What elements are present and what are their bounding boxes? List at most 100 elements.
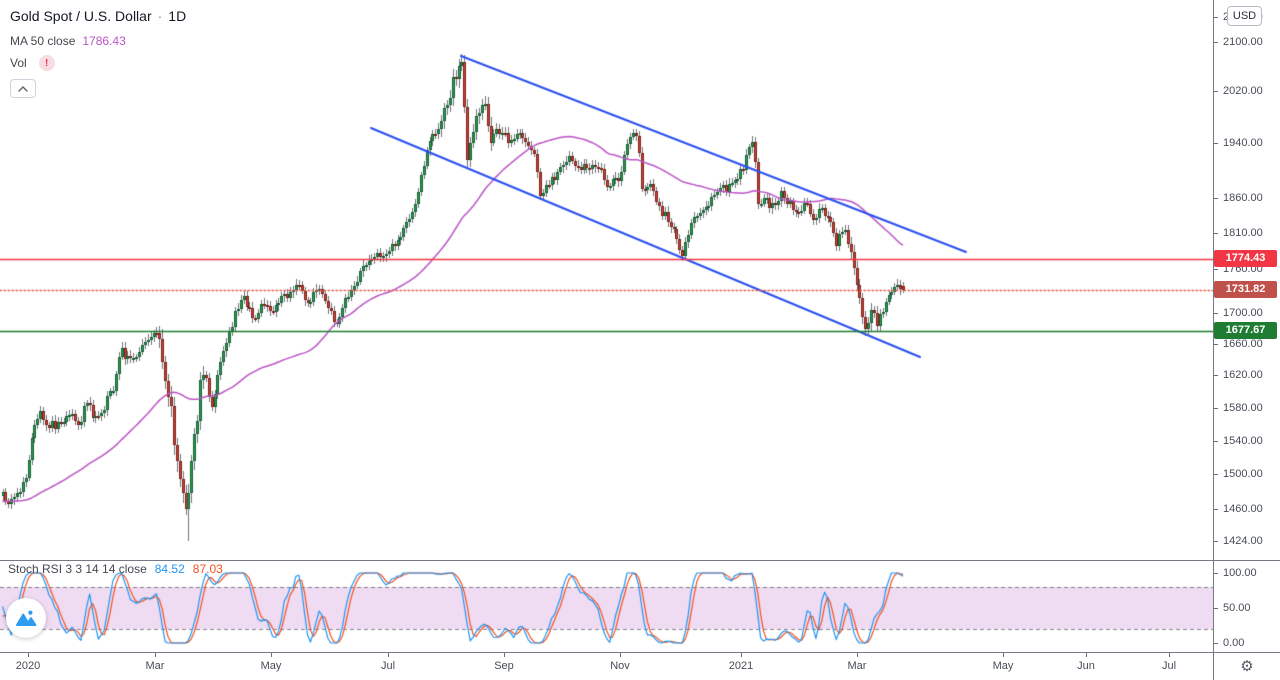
price-tick-mark (1214, 474, 1218, 476)
time-tick-text: Mar (145, 660, 165, 672)
time-tick-text: May (992, 660, 1014, 672)
time-tick-mark (856, 653, 858, 657)
currency-usd-button[interactable]: USD (1227, 6, 1262, 26)
collapse-pane-button[interactable] (10, 79, 36, 98)
price-tick-label: 1620.00 (1214, 369, 1280, 382)
time-tick-mark (503, 653, 505, 657)
price-tick-label: 50.00 (1214, 602, 1280, 615)
chevron-up-icon (18, 85, 28, 92)
price-tick-mark (1214, 91, 1218, 93)
price-tick-label: 1700.00 (1214, 307, 1280, 320)
price-marker-label: 1677.67 (1214, 322, 1277, 340)
price-tick-label: 0.00 (1214, 637, 1280, 650)
time-tick-text: 2020 (15, 660, 41, 672)
price-tick-text: 1500.00 (1223, 468, 1263, 481)
time-tick-text: Jul (1161, 660, 1177, 672)
stoch-rsi-legend[interactable]: Stoch RSI 3 3 14 14 close 84.52 87.03 (8, 562, 223, 576)
price-tick-label: 1940.00 (1214, 137, 1280, 150)
price-marker-label: 1774.43 (1214, 250, 1277, 268)
time-tick-mark (387, 653, 389, 657)
symbol-title[interactable]: Gold Spot / U.S. Dollar · 1D (10, 8, 186, 24)
price-tick-mark (1214, 572, 1218, 574)
time-tick-mark (154, 653, 156, 657)
price-tick-label: 1580.00 (1214, 402, 1280, 415)
price-tick-mark (1214, 642, 1218, 644)
tradingview-logo-button[interactable] (6, 598, 46, 638)
price-tick-label: 2020.00 (1214, 85, 1280, 98)
time-tick-text: May (260, 660, 282, 672)
price-tick-mark (1214, 509, 1218, 511)
vol-label: Vol (10, 56, 27, 70)
time-tick-text: Jul (380, 660, 396, 672)
price-tick-mark (1214, 268, 1218, 270)
price-tick-label: 2100.00 (1214, 36, 1280, 49)
price-tick-mark (1214, 17, 1218, 19)
price-tick-mark (1214, 541, 1218, 543)
time-tick-text: Nov (610, 660, 630, 672)
legend: Gold Spot / U.S. Dollar · 1D MA 50 close… (10, 8, 186, 98)
price-tick-label: 1660.00 (1214, 338, 1280, 351)
time-tick-mark (1002, 653, 1004, 657)
price-tick-text: 1540.00 (1223, 434, 1263, 447)
price-tick-mark (1214, 407, 1218, 409)
price-tick-mark (1214, 343, 1218, 345)
price-axis-separator (1213, 0, 1214, 680)
price-tick-label: 100.00 (1214, 567, 1280, 580)
price-tick-text: 0.00 (1223, 636, 1245, 649)
price-tick-mark (1214, 313, 1218, 315)
ma-legend[interactable]: MA 50 close 1786.43 (10, 34, 126, 48)
price-tick-text: 1700.00 (1223, 307, 1263, 320)
stoch-k-value: 84.52 (154, 562, 185, 576)
price-tick-mark (1214, 440, 1218, 442)
title-separator: · (157, 8, 163, 24)
time-tick-mark (619, 653, 621, 657)
price-tick-text: 50.00 (1223, 601, 1251, 614)
ma-label: MA 50 close (10, 34, 76, 48)
time-tick-mark (1085, 653, 1087, 657)
price-tick-text: 2100.00 (1223, 35, 1263, 48)
time-tick-mark (1168, 653, 1170, 657)
price-tick-text: 2020.00 (1223, 85, 1263, 98)
vol-legend[interactable]: Vol ! (10, 55, 55, 71)
price-tick-label: 1500.00 (1214, 468, 1280, 481)
price-tick-text: 1620.00 (1223, 369, 1263, 382)
axis-corner: ⚙ (1214, 653, 1280, 680)
price-tick-label: 1424.00 (1214, 535, 1280, 548)
time-tick-mark (270, 653, 272, 657)
time-tick-text: 2021 (728, 660, 754, 672)
interval-label[interactable]: 1D (168, 8, 187, 24)
price-tick-text: 1860.00 (1223, 191, 1263, 204)
stoch-d-value: 87.03 (192, 562, 223, 576)
price-tick-text: 1424.00 (1223, 535, 1263, 548)
time-tick-text: Sep (494, 660, 514, 672)
price-tick-text: 1460.00 (1223, 503, 1263, 516)
price-tick-mark (1214, 41, 1218, 43)
price-tick-text: 1580.00 (1223, 401, 1263, 414)
price-marker-label: 1731.82 (1214, 281, 1277, 299)
price-tick-text: 1940.00 (1223, 137, 1263, 150)
price-tick-label: 1540.00 (1214, 435, 1280, 448)
time-tick-text: Jun (1077, 660, 1095, 672)
price-tick-mark (1214, 197, 1218, 199)
pane-separator[interactable] (0, 560, 1280, 561)
price-tick-mark (1214, 143, 1218, 145)
settings-gear-icon[interactable]: ⚙ (1240, 658, 1254, 675)
price-tick-text: 1810.00 (1223, 226, 1263, 239)
stoch-rsi-label: Stoch RSI 3 3 14 14 close (8, 562, 147, 576)
price-tick-label: 1860.00 (1214, 192, 1280, 205)
price-tick-text: 1660.00 (1223, 337, 1263, 350)
price-tick-mark (1214, 607, 1218, 609)
price-tick-mark (1214, 232, 1218, 234)
ma-value: 1786.43 (82, 34, 126, 48)
price-tick-label: 1810.00 (1214, 227, 1280, 240)
time-axis[interactable]: 2020 Mar May Jul Sep Nov 2021 Mar May Jun Jul (0, 653, 1280, 680)
time-tick-text: Mar (847, 660, 867, 672)
price-axis[interactable]: 2140.002100.002020.001940.001860.001810.… (1214, 0, 1280, 680)
price-tick-label: 1460.00 (1214, 503, 1280, 516)
time-axis-separator (0, 652, 1280, 653)
price-tick-mark (1214, 375, 1218, 377)
time-tick-mark (740, 653, 742, 657)
warning-icon[interactable]: ! (38, 55, 55, 71)
